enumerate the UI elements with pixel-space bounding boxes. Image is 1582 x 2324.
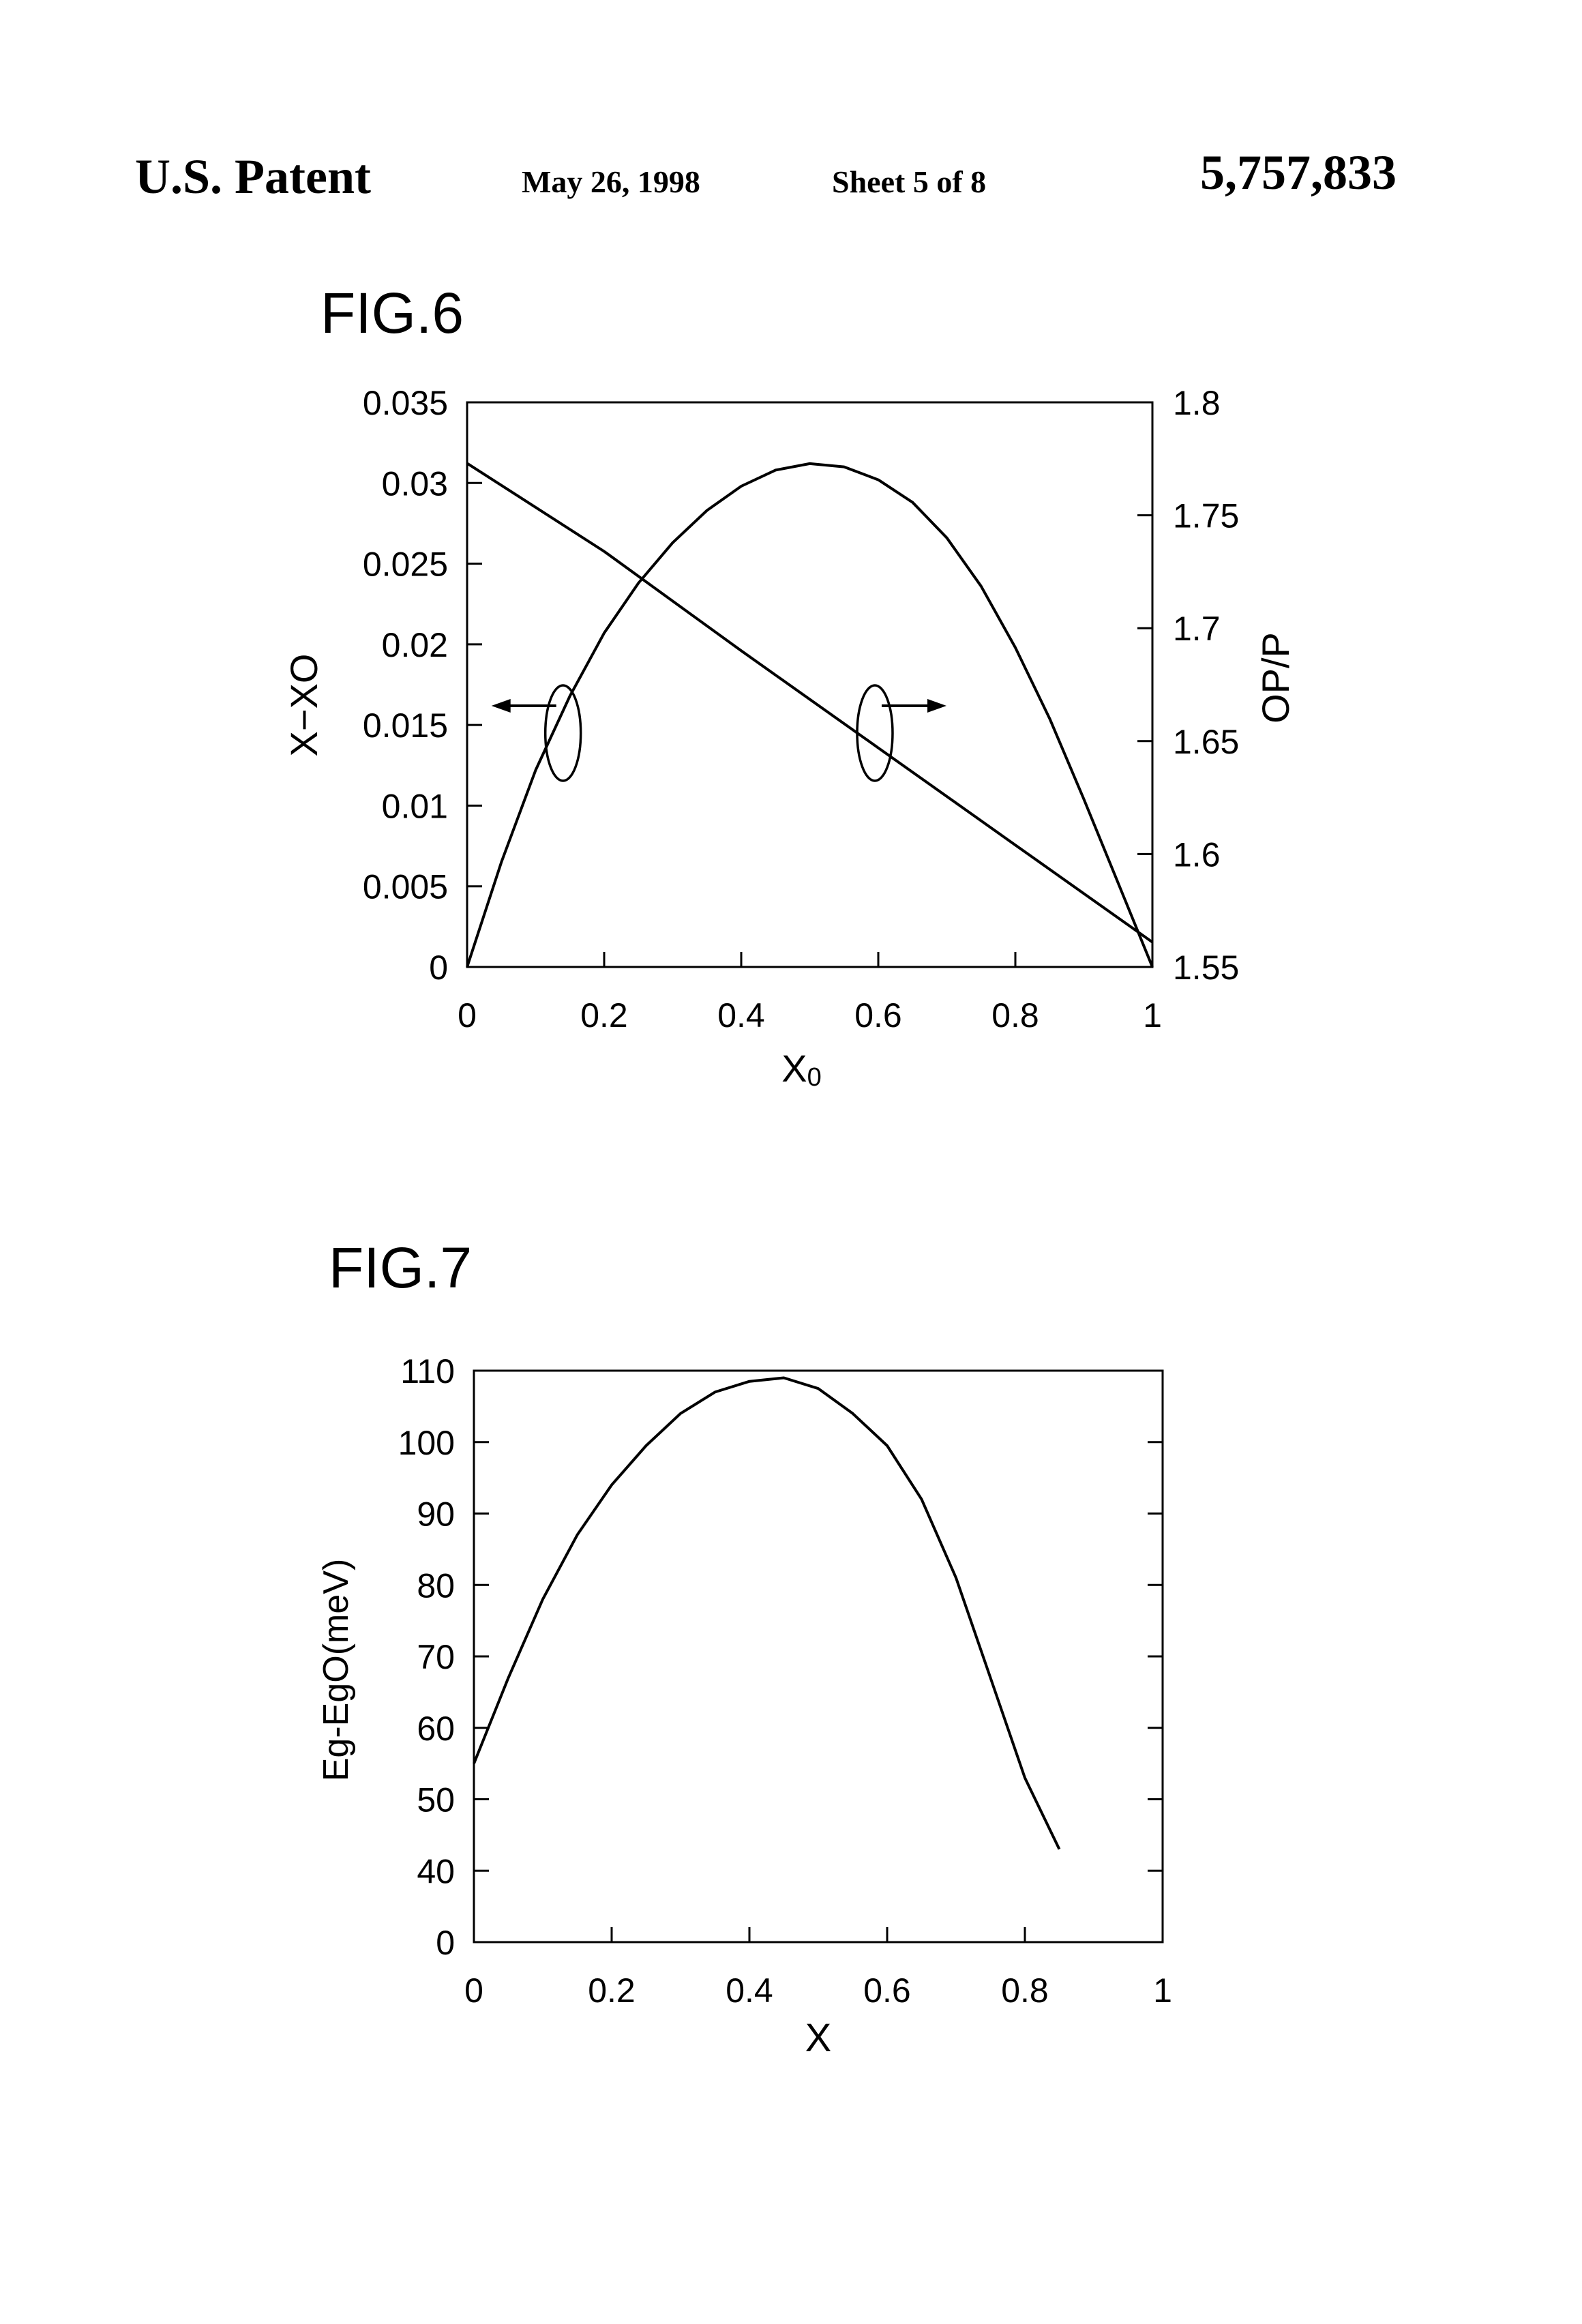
fig7-ytick-label: 90 <box>417 1495 455 1534</box>
fig6-ylabel-right: OP/P <box>1254 632 1297 724</box>
fig7-plot-frame <box>474 1371 1163 1942</box>
fig7-xtick-label: 0 <box>464 1971 483 2010</box>
fig7-chart: FIG.7 0 40 50 60 70 80 90 100 110 0 0.2 0.4 0.6 0.8 1 X E… <box>316 1236 1172 2060</box>
fig6-ytick-left-label: 0.03 <box>382 464 448 503</box>
fig6-ytick-left-label: 0.025 <box>363 546 448 584</box>
fig6-xlabel-main: X <box>781 1047 807 1090</box>
fig6-ytick-left-label: 0.02 <box>382 626 448 664</box>
fig6-xtick-label: 1 <box>1143 996 1162 1034</box>
fig6-ytick-right-label: 1.75 <box>1173 497 1239 535</box>
fig6-ytick-right-label: 1.55 <box>1173 949 1239 987</box>
fig6-ytick-right-label: 1.8 <box>1173 384 1221 422</box>
fig7-xtick-label: 0.4 <box>726 1971 773 2010</box>
fig7-xtick-label: 0.2 <box>588 1971 636 2010</box>
fig6-annotation-arrowhead <box>492 699 511 713</box>
fig7-ytick-label: 80 <box>417 1566 455 1605</box>
fig6-ytick-left-label: 0.015 <box>363 706 448 745</box>
fig6-xtick-label: 0 <box>458 996 477 1034</box>
fig7-xtick-label: 1 <box>1153 1971 1172 2010</box>
fig7-xlabel: X <box>805 2016 832 2060</box>
fig7-label: FIG.7 <box>329 1236 472 1300</box>
fig6-chart: FIG.6 0 0.005 0.01 0.015 0.02 0.025 0.03 0.035 1.… <box>282 281 1297 1092</box>
fig7-ytick-label: 100 <box>398 1424 455 1462</box>
fig6-ylabel-left: X−XO <box>282 654 325 757</box>
fig6-xlabel-sub: 0 <box>807 1063 822 1092</box>
fig6-annotation-arrowhead <box>927 699 946 713</box>
fig7-ylabel: Eg-EgO(meV) <box>316 1559 356 1782</box>
fig6-ytick-left-label: 0 <box>429 949 448 987</box>
fig6-xlabel: X0 <box>781 1047 822 1092</box>
fig7-xtick-label: 0.8 <box>1001 1971 1049 2010</box>
fig6-ytick-left-label: 0.035 <box>363 384 448 422</box>
fig6-annotation-ellipse <box>857 685 893 781</box>
fig7-ytick-label: 60 <box>417 1710 455 1748</box>
fig6-ytick-right-label: 1.65 <box>1173 723 1239 761</box>
fig7-ytick-label: 110 <box>400 1352 455 1390</box>
fig6-label: FIG.6 <box>320 281 464 345</box>
fig6-ytick-right-label: 1.7 <box>1173 610 1221 648</box>
fig7-ytick-label: 0 <box>436 1924 455 1962</box>
fig6-xtick-label: 0.8 <box>991 996 1039 1034</box>
fig7-ytick-label: 70 <box>417 1638 455 1676</box>
fig6-ytick-left-label: 0.005 <box>363 868 448 906</box>
fig6-plot-frame <box>467 402 1152 967</box>
fig6-ytick-right-label: 1.6 <box>1173 835 1221 874</box>
fig6-xtick-label: 0.2 <box>580 996 628 1034</box>
fig6-annotation-ellipse <box>546 685 581 781</box>
fig7-series-line <box>474 1378 1060 1849</box>
fig6-ytick-left-label: 0.01 <box>382 787 448 825</box>
fig7-xtick-label: 0.6 <box>863 1971 911 2010</box>
fig7-ytick-label: 40 <box>417 1852 455 1890</box>
fig6-xtick-label: 0.6 <box>854 996 902 1034</box>
fig6-series-left-line <box>467 464 1152 967</box>
fig6-series-right-line <box>467 463 1152 942</box>
fig7-ytick-label: 50 <box>417 1781 455 1819</box>
fig6-xtick-label: 0.4 <box>717 996 765 1034</box>
